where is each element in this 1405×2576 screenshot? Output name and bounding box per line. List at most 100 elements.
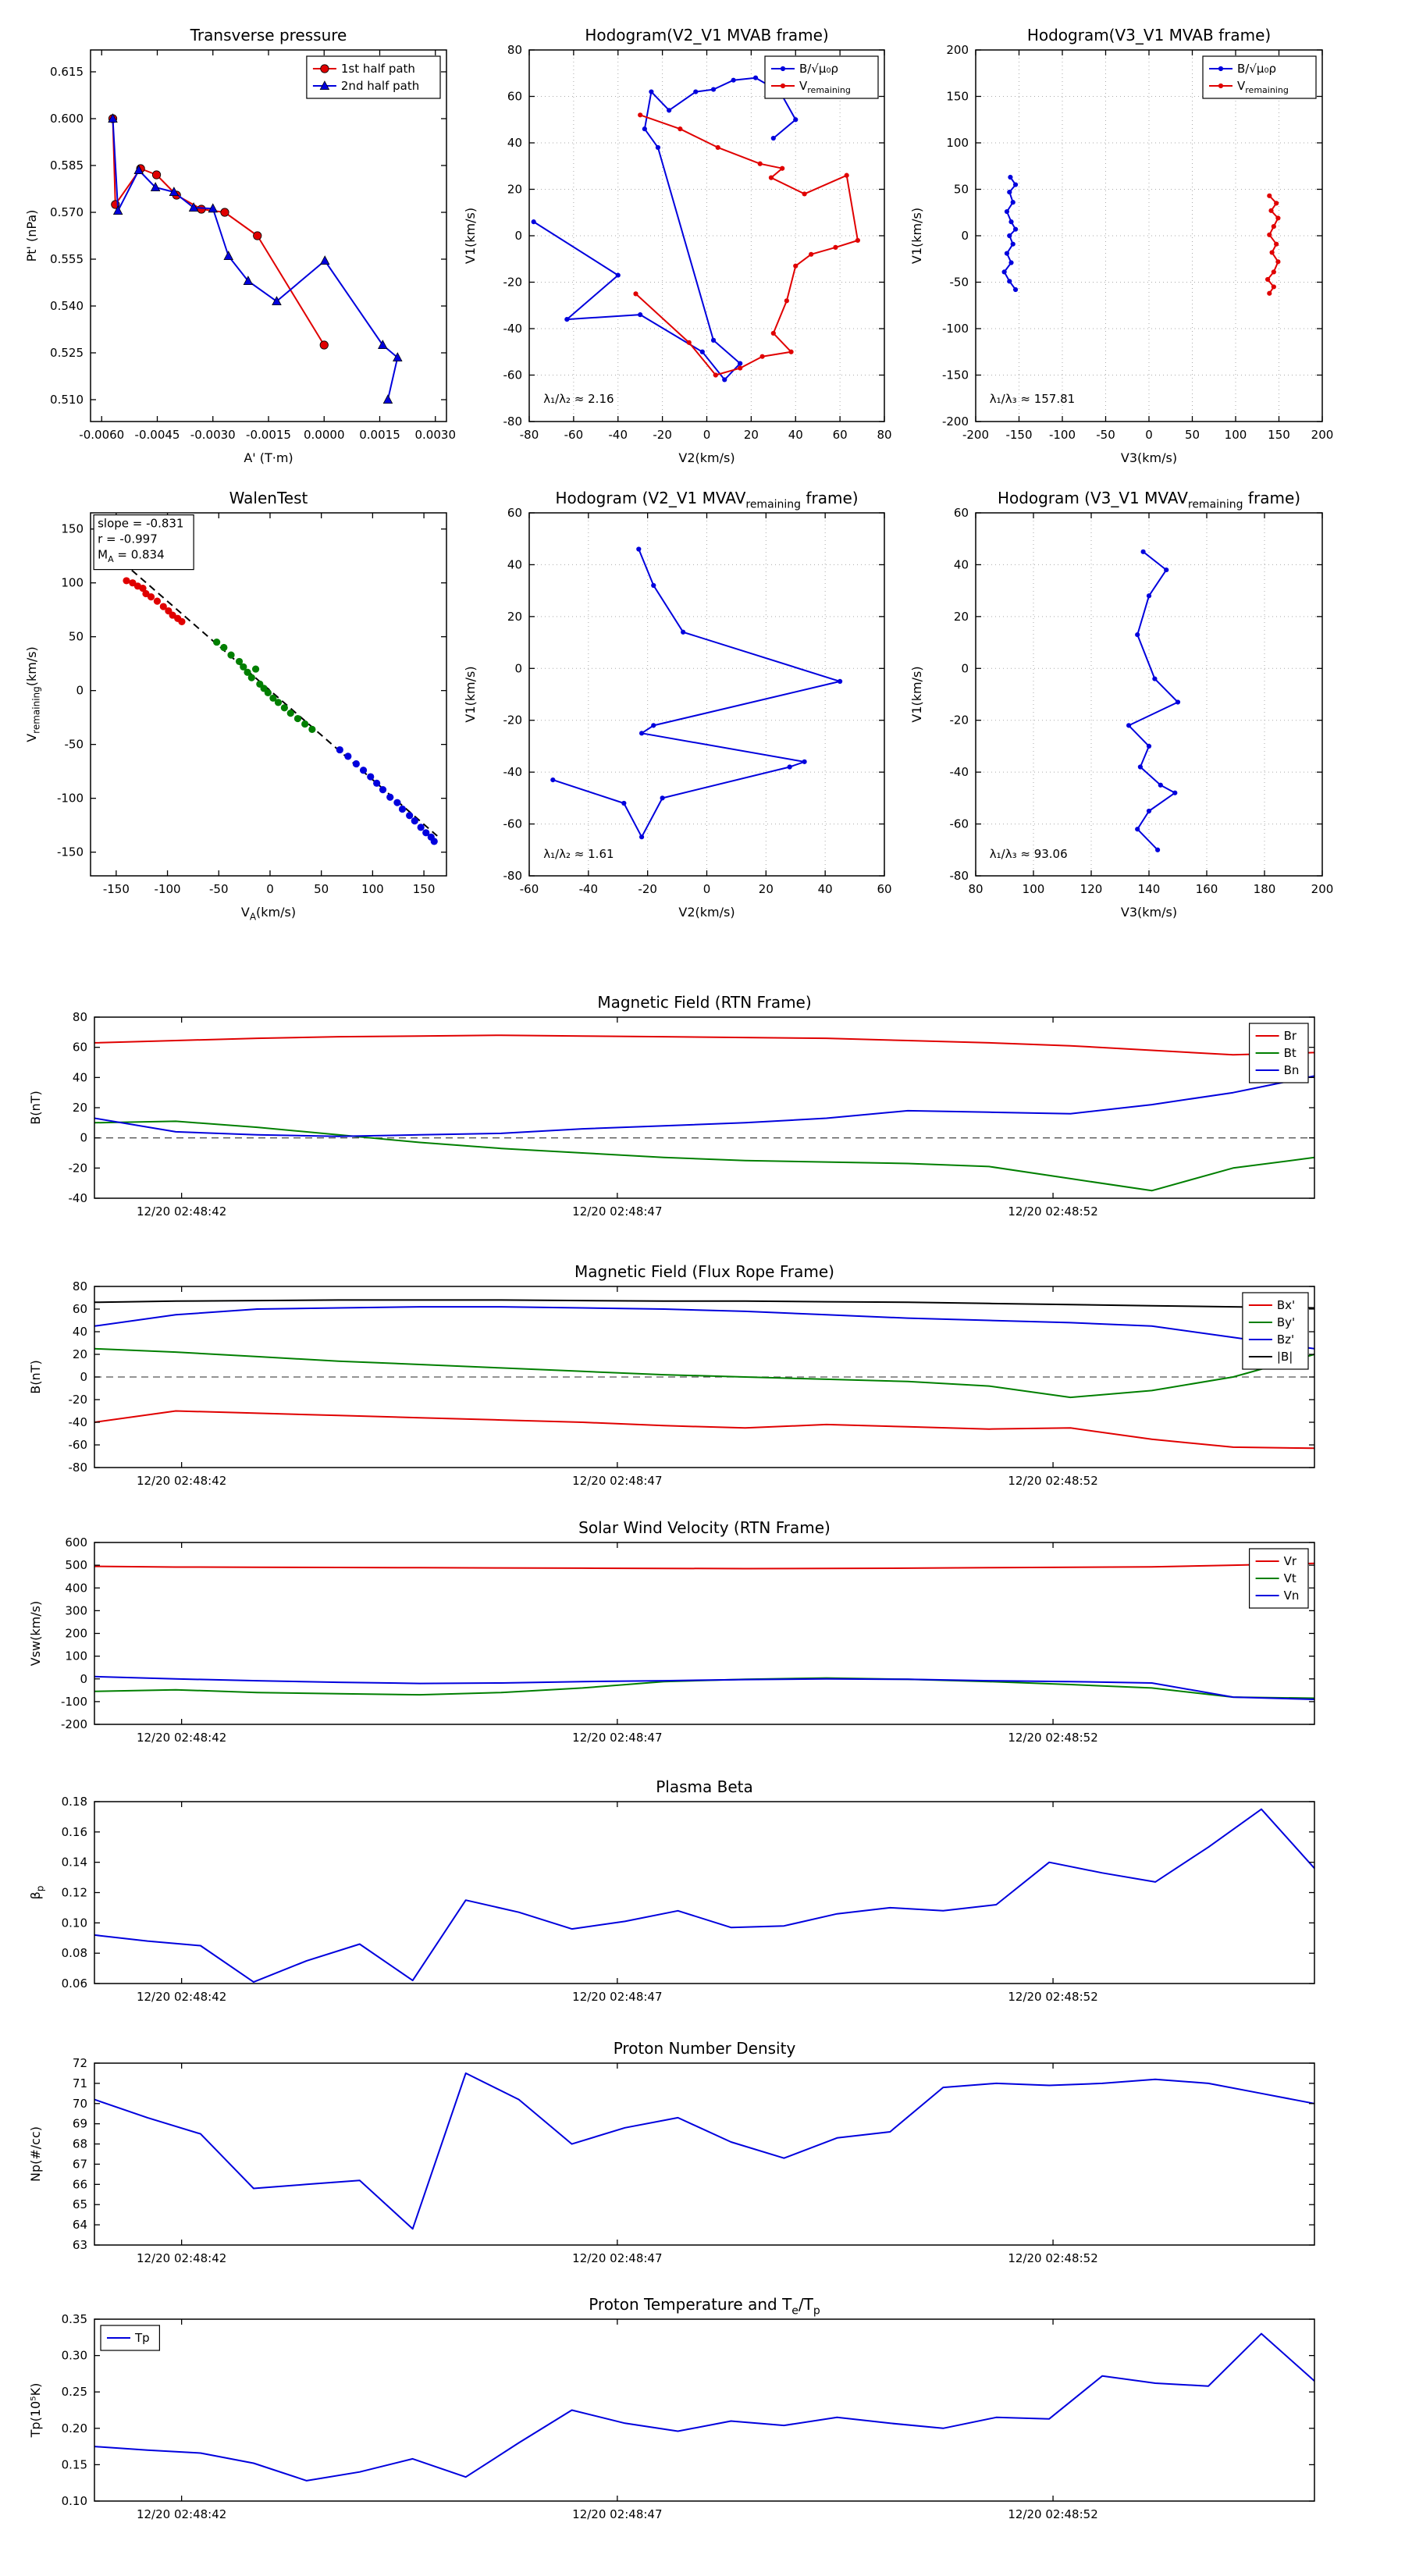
x-tick-label: -100	[155, 882, 181, 896]
y-tick-label: -20	[503, 276, 523, 290]
x-tick-label: 12/20 02:48:52	[1008, 1731, 1097, 1745]
y-tick-label: 0	[80, 1672, 87, 1686]
y-tick-label: 20	[507, 610, 522, 624]
chart-title: Plasma Beta	[656, 1777, 753, 1796]
y-tick-label: 0.14	[62, 1856, 87, 1870]
y-tick-label: 100	[65, 1649, 87, 1663]
y-tick-label: 40	[954, 557, 969, 571]
y-tick-label: 80	[73, 1279, 87, 1293]
x-tick-label: 150	[413, 882, 436, 896]
y-tick-label: 20	[954, 610, 969, 624]
x-tick-label: 20	[759, 882, 774, 896]
y-tick-label: -40	[503, 322, 523, 336]
x-tick-label: 12/20 02:48:52	[1008, 1474, 1097, 1488]
x-tick-label: -0.0015	[246, 428, 291, 442]
y-tick-label: 70	[73, 2097, 87, 2111]
x-tick-label: 12/20 02:48:52	[1008, 1990, 1097, 2004]
x-tick-label: -40	[609, 428, 628, 442]
y-tick-label: 68	[73, 2137, 87, 2151]
legend-label: Bz'	[1277, 1332, 1294, 1347]
y-axis-label: Pt' (nPa)	[24, 210, 39, 262]
legend-box	[1242, 1292, 1309, 1370]
legend-label: Vremaining	[1237, 79, 1289, 95]
x-axis-label: VA(km/s)	[241, 905, 296, 923]
y-tick-label: -200	[942, 415, 969, 429]
axes-box	[94, 1542, 1315, 1725]
y-tick-label: 0.585	[50, 158, 84, 173]
y-tick-label: 63	[73, 2238, 87, 2252]
x-tick-label: 100	[1225, 428, 1247, 442]
series-line	[113, 554, 438, 837]
x-tick-label: -40	[579, 882, 599, 896]
y-tick-label: -20	[69, 1393, 88, 1407]
x-tick-label: 12/20 02:48:47	[572, 1474, 662, 1488]
y-tick-label: 0	[514, 661, 522, 675]
y-tick-label: -50	[950, 276, 969, 290]
y-tick-label: 71	[73, 2076, 87, 2090]
x-tick-label: 0	[703, 882, 711, 896]
annotation: λ₁/λ₂ ≈ 2.16	[543, 392, 614, 406]
legend-label: Bn	[1284, 1063, 1300, 1077]
y-axis-label: V1(km/s)	[909, 208, 924, 264]
x-tick-label: 12/20 02:48:52	[1008, 2507, 1097, 2521]
chart-title: Hodogram(V2_V1 MVAB frame)	[585, 26, 828, 44]
y-tick-label: 600	[65, 1535, 87, 1550]
y-tick-label: -80	[503, 869, 523, 883]
x-tick-label: 0	[266, 882, 274, 896]
y-tick-label: 60	[73, 1302, 87, 1316]
x-tick-label: 0	[1145, 428, 1153, 442]
y-tick-label: 0	[514, 229, 522, 243]
y-tick-label: 0.18	[62, 1795, 87, 1809]
chart-transverse-pressure: -0.0060 -0.0045 -0.0030 -0.0015 0.0000 0.0015…	[24, 26, 456, 465]
x-tick-label: 200	[1311, 428, 1334, 442]
x-tick-label: 50	[1185, 428, 1200, 442]
x-tick-label: -0.0045	[135, 428, 180, 442]
y-tick-label: 20	[507, 183, 522, 197]
chart-title: Proton Number Density	[614, 2039, 796, 2058]
x-tick-label: -50	[1096, 428, 1115, 442]
x-tick-label: 150	[1268, 428, 1290, 442]
y-axis-label: βp	[28, 1886, 46, 1900]
y-tick-label: 0.10	[62, 2494, 87, 2508]
series-line	[94, 2072, 1315, 2230]
y-tick-label: 0	[961, 661, 969, 675]
series-Tp	[94, 2332, 1315, 2482]
series-Vr	[94, 1562, 1315, 1570]
annotation: r = -0.997	[98, 532, 158, 546]
x-tick-label: -0.0030	[190, 428, 236, 442]
y-tick-label: 72	[73, 2056, 87, 2070]
x-tick-label: 140	[1138, 882, 1161, 896]
y-tick-label: -150	[57, 845, 84, 859]
y-tick-label: -100	[942, 322, 969, 336]
legend-label: 2nd half path	[341, 79, 419, 93]
legend-label: 1st half path	[341, 62, 415, 76]
y-tick-label: 60	[73, 1041, 87, 1055]
y-tick-label: 60	[507, 90, 522, 104]
series-Bx'	[94, 1410, 1315, 1450]
legend-label: Bt	[1284, 1046, 1297, 1060]
y-axis-label: V1(km/s)	[909, 666, 924, 722]
y-tick-label: -60	[950, 817, 969, 831]
x-tick-label: 12/20 02:48:42	[137, 1731, 226, 1745]
series-1st half path	[112, 118, 325, 346]
y-tick-label: -20	[950, 713, 969, 728]
x-tick-label: 12/20 02:48:52	[1008, 1204, 1097, 1219]
y-tick-label: 66	[73, 2177, 87, 2191]
x-tick-label: -150	[1005, 428, 1032, 442]
x-tick-label: 60	[877, 882, 891, 896]
x-tick-label: 60	[833, 428, 848, 442]
y-tick-label: 0.525	[50, 346, 84, 360]
legend-label: Vr	[1284, 1554, 1297, 1568]
y-tick-label: -40	[950, 765, 969, 779]
chart-title: Hodogram (V3_V1 MVAVremaining frame)	[998, 489, 1300, 511]
series-line	[552, 549, 841, 838]
y-axis-label: V1(km/s)	[463, 666, 478, 722]
y-tick-label: 60	[954, 506, 969, 520]
x-tick-label: 160	[1196, 882, 1218, 896]
series-Bn	[94, 1075, 1315, 1137]
x-tick-label: 12/20 02:48:42	[137, 1204, 226, 1219]
y-tick-label: 80	[73, 1010, 87, 1024]
y-axis-label: Tp(10⁵K)	[28, 2383, 43, 2439]
y-tick-label: 0.15	[62, 2457, 87, 2471]
y-tick-label: 40	[73, 1325, 87, 1339]
